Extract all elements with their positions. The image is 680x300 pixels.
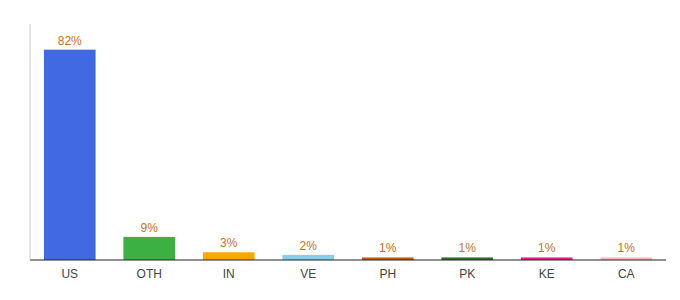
data-label: 3% <box>220 236 238 250</box>
data-label: 1% <box>379 241 397 255</box>
data-label: 82% <box>58 34 82 48</box>
x-tick-label: CA <box>618 267 635 281</box>
x-tick-label: PK <box>459 267 475 281</box>
x-axis-line <box>30 259 666 260</box>
bar <box>282 255 334 260</box>
data-label: 1% <box>618 241 636 255</box>
bars <box>44 50 652 260</box>
data-label: 2% <box>300 239 318 253</box>
data-label: 1% <box>538 241 556 255</box>
data-label: 9% <box>141 221 159 235</box>
x-axis: US OTH IN VE PH PK KE CA <box>30 260 666 281</box>
data-label: 1% <box>459 241 477 255</box>
x-tick-label: US <box>61 267 78 281</box>
chart-container: 82% 9% 3% 2% 1% 1% 1% 1% US OTH IN VE PH PK KE CA <box>0 0 680 300</box>
y-axis-line <box>30 24 31 260</box>
x-tick-label: IN <box>223 267 235 281</box>
x-tick-label: KE <box>539 267 555 281</box>
x-tick-label: PH <box>379 267 396 281</box>
bar <box>44 50 96 260</box>
x-tick-label: OTH <box>137 267 162 281</box>
bar <box>123 237 175 260</box>
bar <box>203 252 255 260</box>
x-tick-label: VE <box>300 267 316 281</box>
data-labels: 82% 9% 3% 2% 1% 1% 1% 1% <box>58 34 636 256</box>
chart: 82% 9% 3% 2% 1% 1% 1% 1% US OTH IN VE PH PK KE CA <box>0 0 680 300</box>
